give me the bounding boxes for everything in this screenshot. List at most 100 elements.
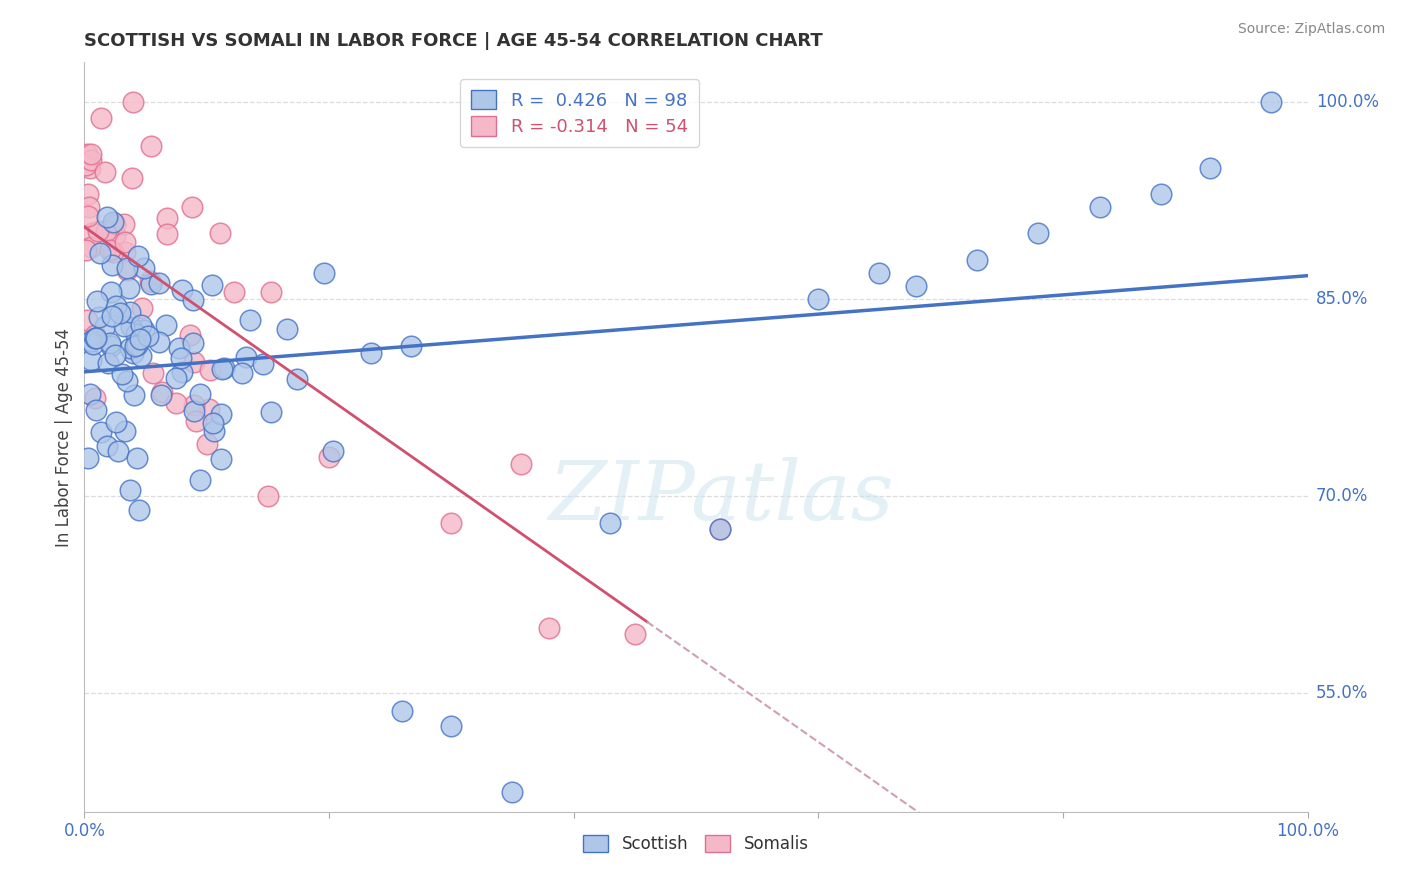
Point [165, 396, 187, 410]
Point [79, 240, 101, 254]
Point [252, 357, 274, 371]
Point [624, 627, 647, 641]
Point [115, 375, 138, 389]
Point [76, 313, 98, 327]
Point [391, 704, 413, 718]
Point [104, 415, 127, 429]
Point [114, 235, 136, 249]
Point [360, 346, 382, 360]
Point [97, 356, 120, 370]
Point [322, 444, 344, 458]
Point [209, 407, 232, 421]
Point [118, 305, 141, 319]
Point [104, 348, 127, 362]
Point [183, 354, 205, 368]
Text: ZIPatlas: ZIPatlas [548, 457, 893, 537]
Text: 100.0%: 100.0% [1316, 93, 1379, 111]
Point [127, 249, 149, 263]
Point [90, 111, 112, 125]
Point [202, 417, 225, 431]
Point [148, 277, 170, 291]
Point [231, 366, 253, 380]
Point [80, 334, 103, 349]
Point [122, 388, 145, 402]
Point [94, 318, 117, 333]
Point [1088, 200, 1111, 214]
Point [124, 339, 146, 353]
Point [131, 301, 153, 315]
Point [84, 391, 107, 405]
Point [77, 451, 100, 466]
Point [121, 170, 143, 185]
Point [112, 319, 135, 334]
Point [120, 341, 142, 355]
Point [101, 244, 124, 259]
Point [121, 95, 143, 109]
Point [120, 483, 142, 497]
Point [89, 246, 111, 260]
Point [117, 263, 139, 277]
Point [211, 362, 233, 376]
Point [112, 217, 135, 231]
Point [599, 516, 621, 530]
Point [260, 285, 283, 300]
Point [183, 404, 205, 418]
Point [167, 341, 190, 355]
Point [257, 489, 280, 503]
Point [169, 351, 191, 365]
Point [136, 329, 159, 343]
Text: Source: ZipAtlas.com: Source: ZipAtlas.com [1237, 22, 1385, 37]
Point [80, 153, 103, 168]
Point [807, 292, 830, 306]
Point [114, 244, 136, 259]
Point [82, 336, 104, 351]
Point [188, 386, 211, 401]
Point [399, 339, 422, 353]
Point [172, 283, 194, 297]
Point [312, 266, 335, 280]
Point [276, 322, 298, 336]
Point [709, 522, 731, 536]
Point [84, 330, 107, 344]
Point [502, 785, 524, 799]
Point [239, 313, 262, 327]
Point [510, 458, 533, 472]
Point [318, 450, 340, 464]
Point [224, 285, 246, 300]
Point [111, 367, 134, 381]
Point [76, 209, 98, 223]
Point [440, 719, 463, 733]
Point [80, 227, 103, 241]
Point [120, 319, 142, 334]
Point [142, 366, 165, 380]
Point [77, 200, 100, 214]
Point [101, 259, 124, 273]
Point [84, 403, 107, 417]
Point [128, 332, 150, 346]
Point [209, 226, 232, 240]
Point [150, 385, 173, 400]
Point [96, 210, 118, 224]
Point [132, 261, 155, 276]
Point [440, 516, 463, 530]
Point [110, 306, 132, 320]
Point [198, 362, 221, 376]
Point [179, 327, 201, 342]
Point [209, 452, 232, 467]
Point [125, 327, 148, 342]
Point [181, 335, 204, 350]
Point [212, 361, 235, 376]
Point [101, 309, 124, 323]
Point [197, 401, 219, 416]
Point [75, 244, 97, 258]
Point [148, 334, 170, 349]
Point [165, 371, 187, 385]
Point [104, 217, 127, 231]
Point [75, 158, 97, 172]
Point [184, 414, 207, 428]
Point [100, 339, 122, 353]
Point [156, 211, 179, 225]
Point [132, 323, 155, 337]
Point [114, 425, 136, 439]
Point [86, 331, 108, 345]
